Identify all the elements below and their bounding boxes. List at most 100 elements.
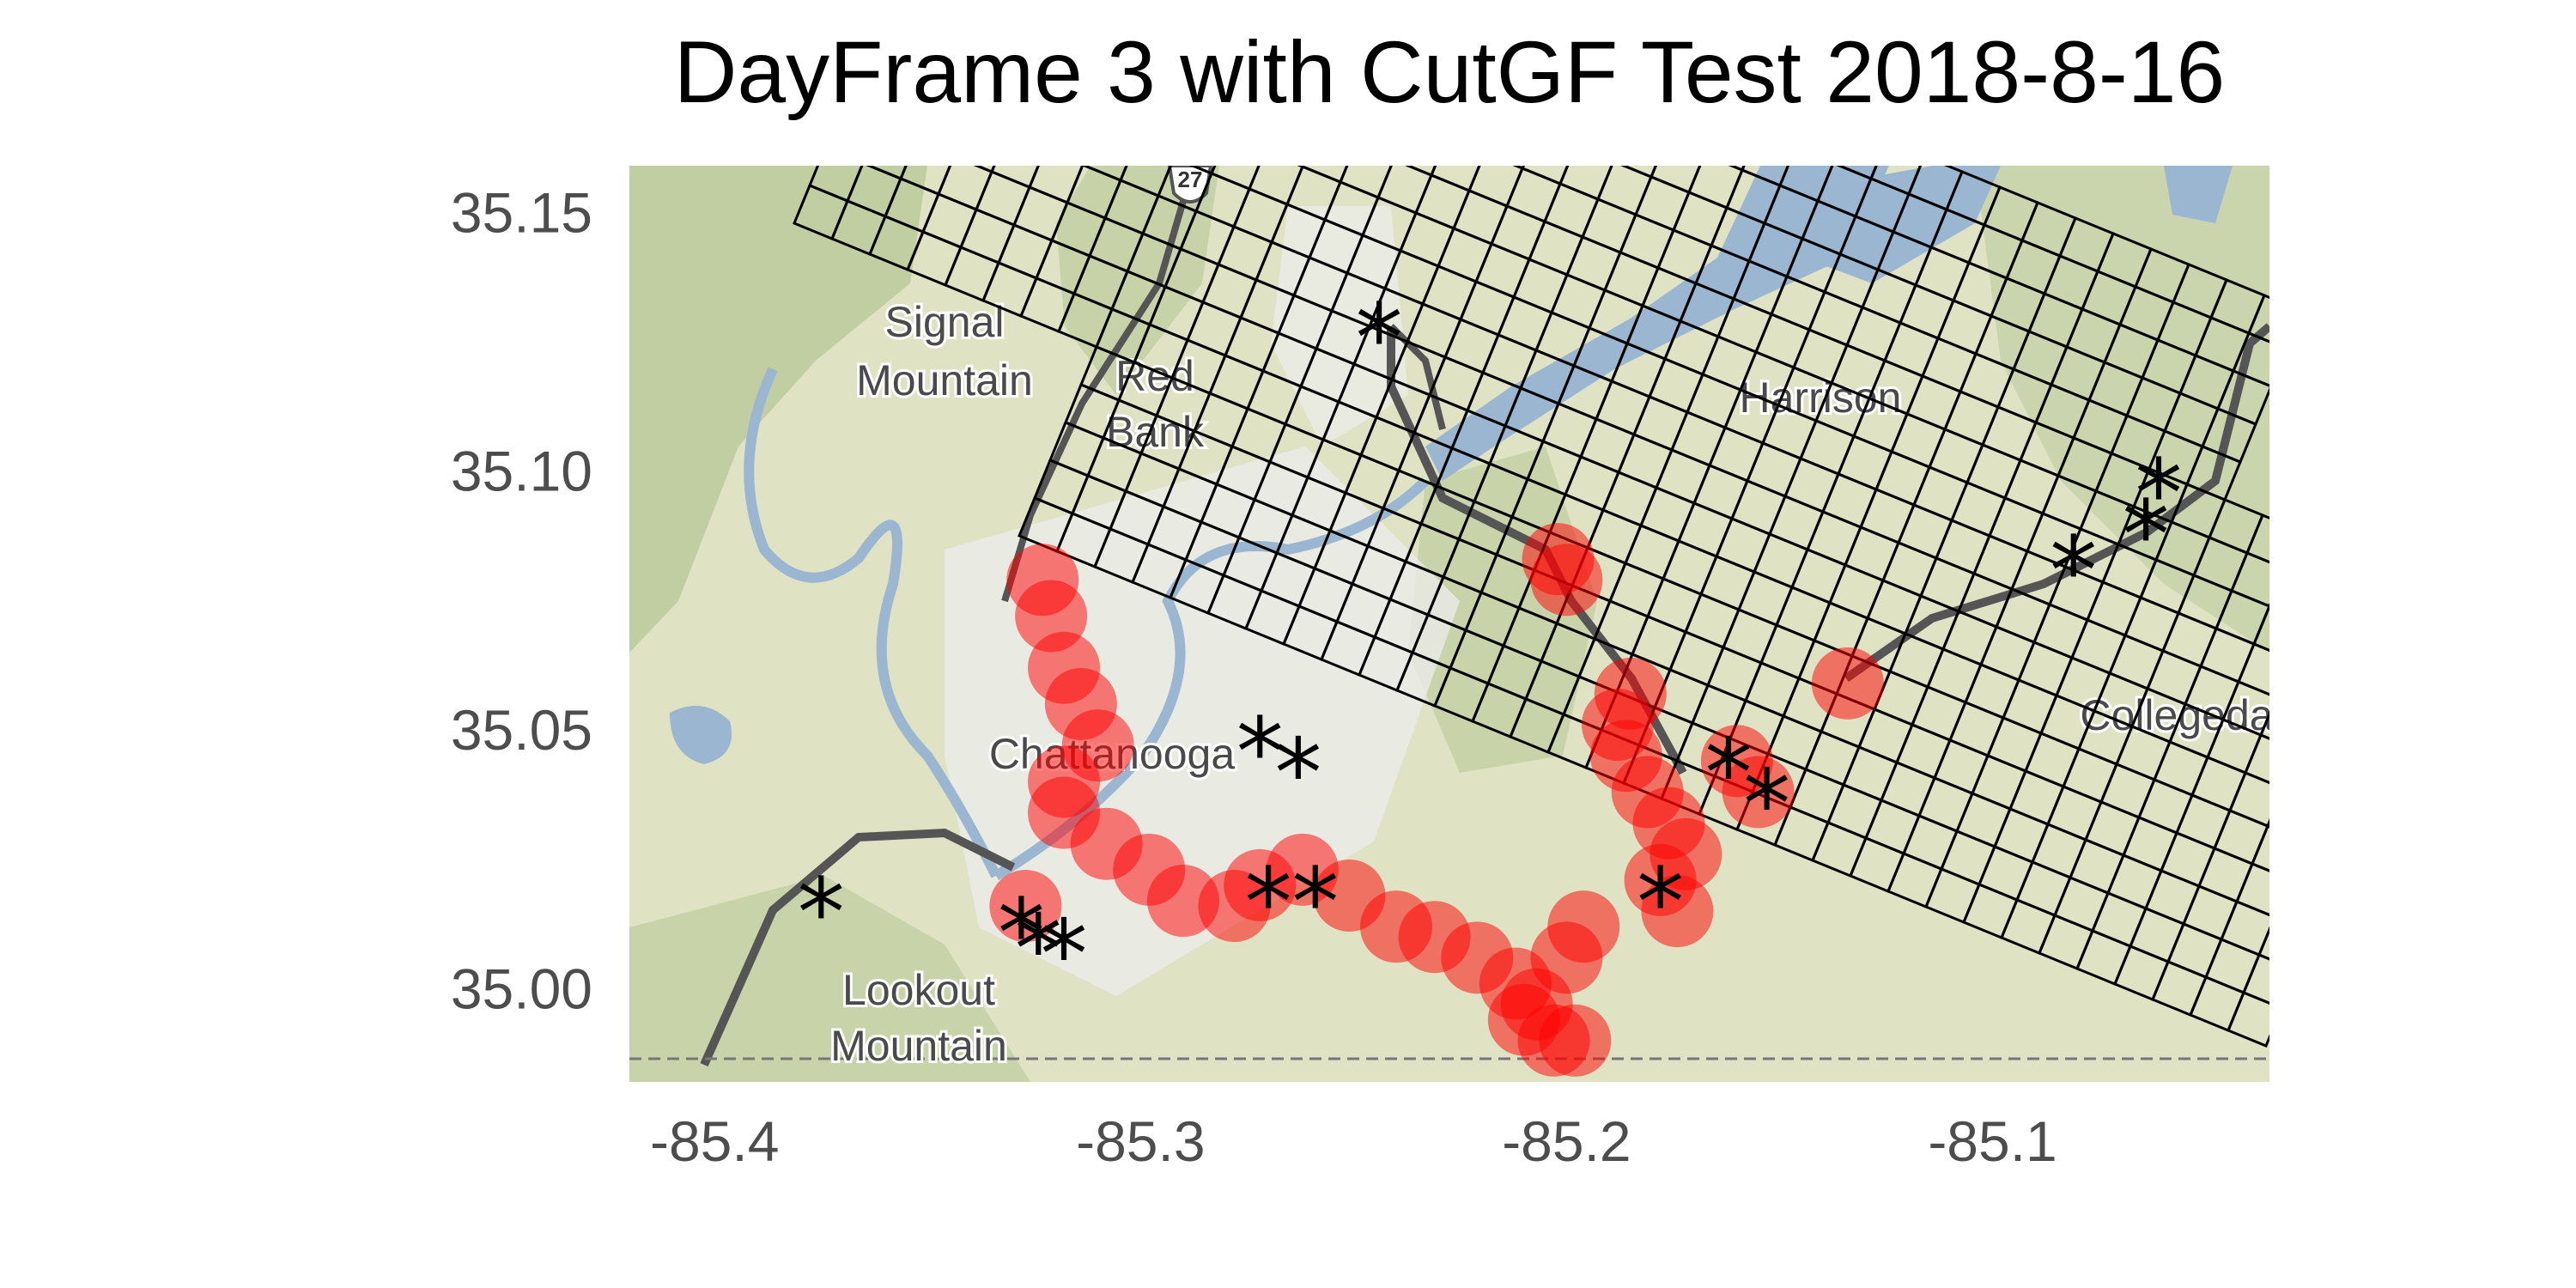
route-shield-label: 27 (1178, 167, 1203, 192)
asterisk-point: * (2123, 480, 2170, 590)
grid-cell (1151, 67, 1205, 120)
grid-cell (1107, 0, 1160, 14)
asterisk-point: * (998, 878, 1045, 988)
grid-cell (841, 72, 894, 125)
grid-cell (2235, 862, 2269, 917)
grid-cell (2352, 690, 2405, 744)
grid-cell (1311, 0, 1364, 53)
grid-cell (932, 65, 985, 118)
grid-cell (2245, 513, 2269, 564)
x-axis: -85.4 -85.3 -85.2 -85.1 (650, 1109, 2057, 1173)
grid-cell (1667, 101, 1720, 155)
grid-cell (1836, 166, 1878, 180)
grid-cell (2283, 750, 2336, 804)
x-tick-label: -85.1 (1928, 1109, 2057, 1173)
basemap-water (2164, 166, 2233, 223)
basemap-river (744, 367, 1001, 878)
grid-cell (2306, 804, 2359, 857)
grid-cell (2268, 603, 2269, 608)
basemap-forest (629, 876, 1030, 1082)
grid-cell (2230, 551, 2269, 608)
circle-markers (989, 523, 1884, 1077)
grid-cell (1521, 166, 1570, 185)
grid-cell (866, 166, 908, 180)
grid-cell (1114, 52, 1167, 105)
grid-cell (2252, 605, 2269, 652)
place-label: Signal (885, 298, 1005, 346)
grid-cell (856, 34, 909, 88)
grid-cell (1098, 89, 1151, 143)
grid-cell (1741, 166, 1790, 187)
grid-cell (1198, 0, 1251, 7)
grid-cell (1081, 166, 1084, 167)
asterisk-point: * (1356, 283, 1403, 393)
grid-cell (1455, 0, 1509, 24)
grid-cell (1236, 0, 1289, 22)
x-tick-label: -85.2 (1502, 1109, 1631, 1173)
grid-cell (1402, 0, 1455, 46)
circle-point (1522, 523, 1595, 596)
grid-cell (1297, 166, 1305, 168)
grid-cell (1778, 166, 1834, 203)
grid-cell (1145, 0, 1198, 29)
asterisk-point: * (1245, 848, 1292, 957)
grid-cell (1531, 2, 1584, 55)
grid-cell (825, 110, 878, 163)
circle-point (1539, 1004, 1612, 1077)
grid-cell (1591, 70, 1644, 124)
grid-cell (1227, 98, 1280, 151)
grid-cell (1007, 96, 1060, 149)
grid-cell (985, 43, 1038, 96)
grid-cell (973, 166, 996, 173)
grid-cell (1038, 21, 1091, 74)
basemap-water (1425, 166, 1889, 481)
grid-cell (1569, 17, 1622, 70)
grid-cell (1607, 33, 1660, 86)
grid-cell (2314, 675, 2367, 728)
grid-cell (2290, 841, 2343, 895)
circle-point (1722, 756, 1795, 829)
grid-cell (2244, 733, 2269, 785)
grid-cell (2237, 642, 2269, 696)
grid-cell (878, 88, 932, 141)
grid-cell (2228, 771, 2269, 828)
grid-cell (1512, 166, 1525, 170)
grid-cell (1349, 15, 1402, 69)
asterisk-point: * (2136, 439, 2183, 549)
grid-cell (2321, 766, 2374, 819)
asterisk-point: * (1236, 697, 1284, 807)
plot-title: DayFrame 3 with CutGF Test 2018-8-16 (673, 23, 2226, 121)
grid-cell (1334, 53, 1387, 106)
basemap-road (700, 828, 1016, 1067)
asterisk-point: * (798, 858, 845, 968)
asterisk-point: * (1274, 718, 1321, 828)
grid-cell (1758, 94, 1811, 148)
grid-cell (2220, 900, 2269, 957)
basemap-road (1844, 323, 2269, 683)
grid-cell (1296, 38, 1349, 91)
grid-cell (1644, 48, 1698, 101)
grid-cell (1447, 100, 1500, 153)
grid-cell (2232, 331, 2269, 387)
y-tick-label: 35.15 (451, 180, 592, 244)
grid-cell (899, 166, 952, 196)
grid-cell (1189, 82, 1242, 136)
grid-cell (1409, 84, 1462, 137)
asterisk-point: * (1743, 749, 1790, 859)
grid-cell (2276, 659, 2330, 713)
grid-cell (2360, 562, 2414, 615)
grid-cell (1440, 9, 1493, 62)
grid-cell (1205, 45, 1258, 98)
grid-cell (1054, 0, 1107, 36)
grid-cell (1182, 0, 1236, 45)
grid-cell (872, 0, 925, 50)
grid-cell (1728, 166, 1746, 172)
grid-cell (1023, 58, 1076, 112)
grid-cell (2266, 818, 2269, 829)
y-tick-label: 35.10 (451, 440, 592, 503)
grid-cell (1016, 0, 1069, 21)
grid-cell (1000, 5, 1054, 58)
place-label: Lookout (842, 966, 995, 1014)
grid-cell (1258, 22, 1311, 76)
